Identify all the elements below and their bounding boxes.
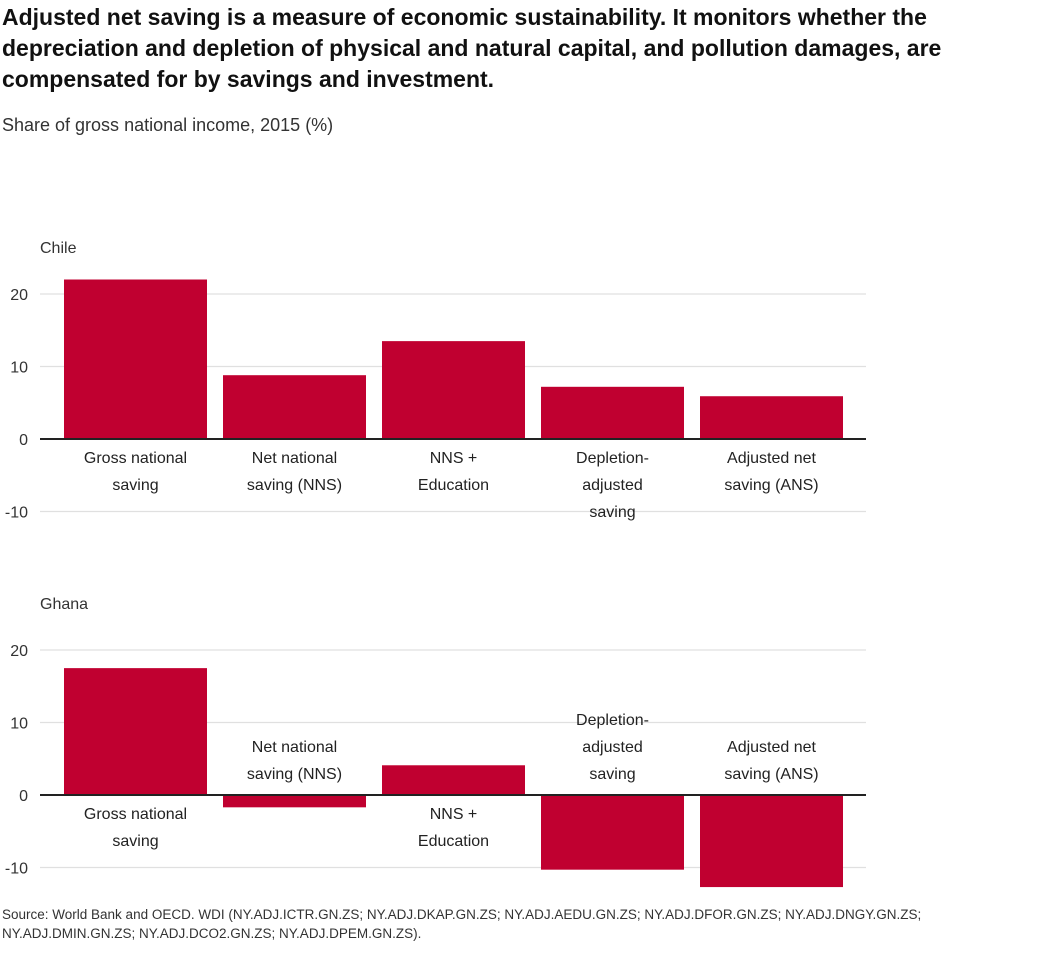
category-label: Depletion-adjusted saving [576, 450, 649, 521]
bar-ghana-2 [223, 795, 366, 808]
category-label: Gross national saving [84, 450, 187, 494]
y-tick-label: -10 [5, 505, 28, 522]
bar-ghana-3 [382, 765, 525, 795]
category-label: NNS + Education [418, 450, 489, 494]
panel-title-chile: Chile [40, 240, 77, 257]
category-label: Adjusted net saving (ANS) [724, 450, 818, 494]
source-note: Source: World Bank and OECD. WDI (NY.ADJ… [2, 907, 922, 941]
y-tick-label: -10 [5, 861, 28, 878]
category-label: Depletion-adjusted saving [576, 712, 649, 783]
category-label: Net national saving (NNS) [247, 739, 342, 783]
bar-chile-3 [382, 341, 525, 439]
y-tick-label: 10 [10, 360, 28, 377]
category-label: Adjusted net saving (ANS) [724, 739, 818, 783]
bar-chile-4 [541, 386, 684, 439]
y-tick-label: 20 [10, 643, 28, 660]
category-label: Gross national saving [84, 806, 187, 850]
bar-chile-5 [700, 396, 843, 439]
bar-chart-panels: Chile -10 0 10 20 Gross national saving Net nat… [5, 240, 866, 888]
category-label: Net national saving (NNS) [247, 450, 342, 494]
y-tick-label: 10 [10, 716, 28, 733]
bar-chile-2 [223, 375, 366, 439]
y-tick-label: 0 [19, 432, 28, 449]
category-label: NNS + Education [418, 806, 489, 850]
chart-title: Adjusted net saving is a measure of econ… [2, 4, 942, 92]
bar-ghana-1 [64, 668, 207, 795]
bar-chile-1 [64, 279, 207, 439]
panel-title-ghana: Ghana [40, 596, 88, 613]
chart-subtitle: Share of gross national income, 2015 (%) [2, 115, 334, 135]
bar-ghana-5 [700, 795, 843, 888]
bar-ghana-4 [541, 795, 684, 870]
y-tick-label: 0 [19, 788, 28, 805]
y-tick-label: 20 [10, 287, 28, 304]
